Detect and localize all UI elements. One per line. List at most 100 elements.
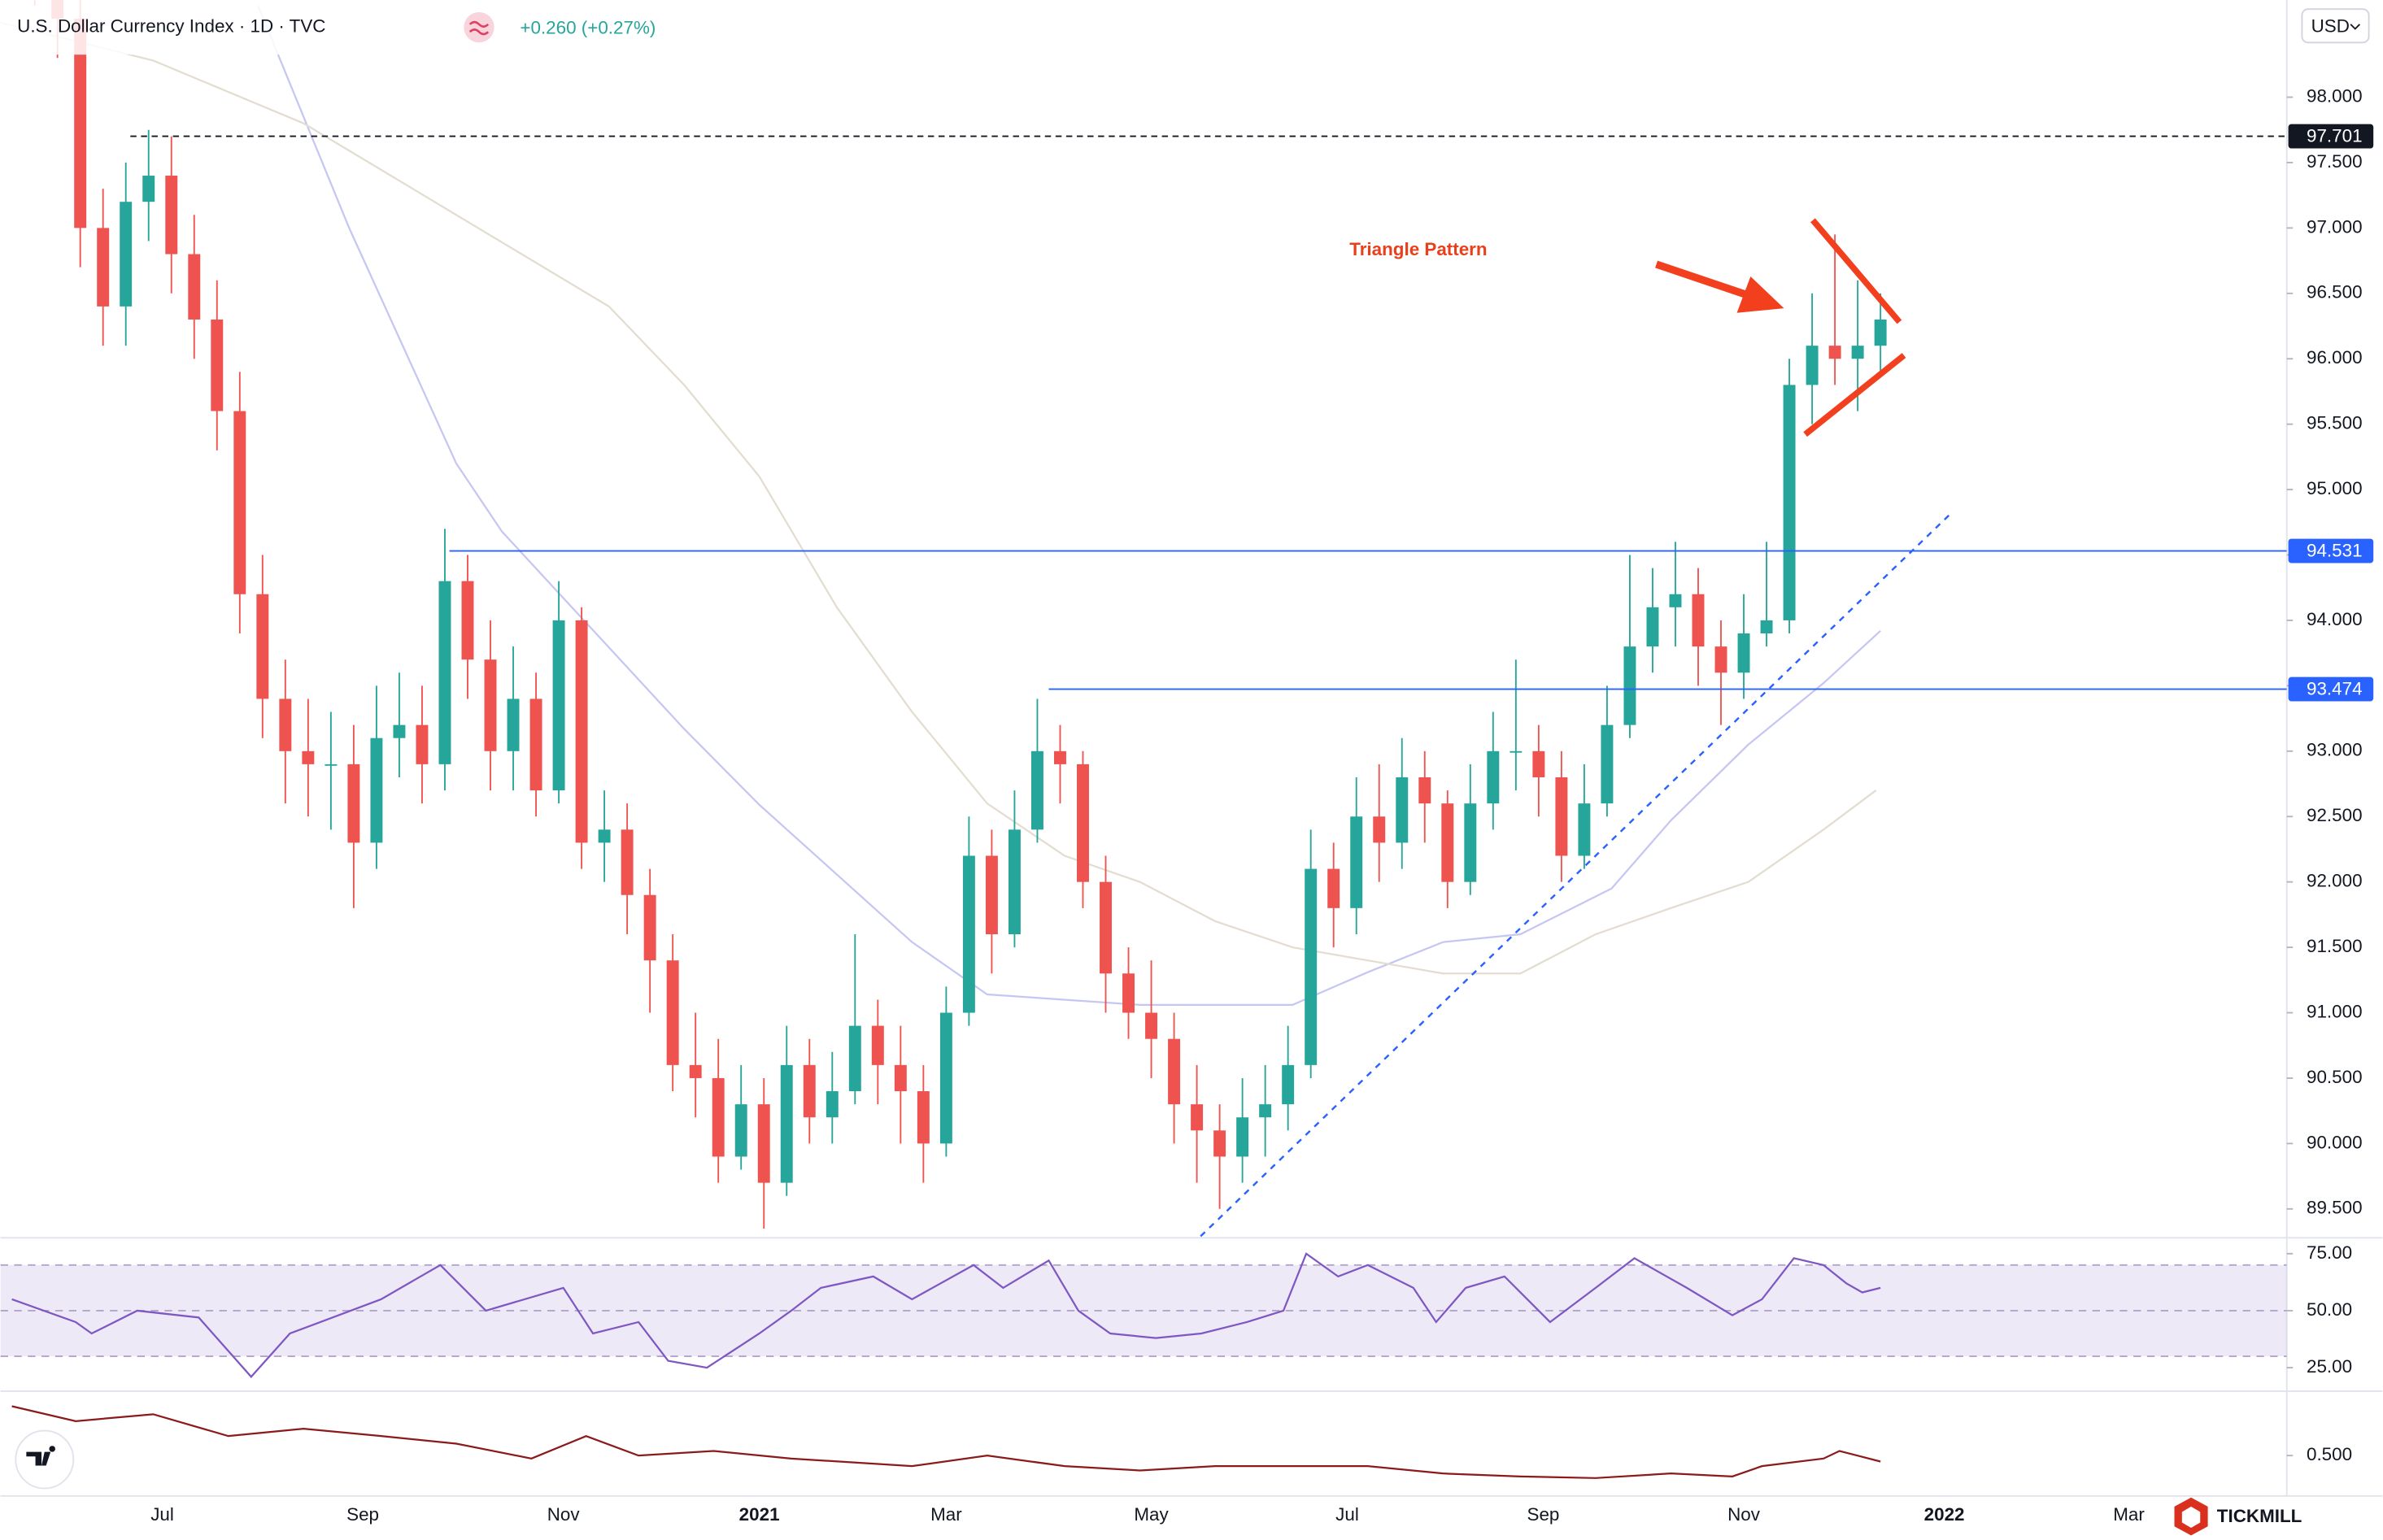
line-series [11,1405,1881,1479]
candle-body [142,176,155,202]
candle-body [1373,816,1386,843]
candle-body [393,724,406,738]
candle-body [575,620,588,843]
candle-body [1851,346,1864,359]
currency-caret [2350,24,2361,30]
x-tick-label: Mar [2113,1504,2145,1525]
candle-body [1191,1104,1204,1131]
y-tick-label: 95.000 [2307,478,2363,498]
candle-body [1737,633,1750,673]
y-tick-label: 91.500 [2307,936,2363,956]
currency-button[interactable] [2301,8,2370,44]
arrow-shaft [1655,260,1752,300]
y-tick-label: 97.500 [2307,151,2363,172]
line-series [0,21,1877,975]
candle-body [894,1064,907,1092]
candle-body [74,19,87,228]
candle-body [1578,803,1591,856]
y-tick-label: 90.000 [2307,1132,2363,1152]
triangle-line [1810,218,1902,324]
candle-body [1327,868,1340,908]
candle-body [985,855,998,935]
candle-body [1806,346,1819,385]
annotation: Triangle Pattern [1349,239,1487,259]
price-tag [2288,676,2374,702]
candle-body [1464,803,1477,882]
candle-body [1282,1064,1295,1105]
y-tick-label: 95.500 [2307,413,2363,433]
candle-body [1030,750,1043,830]
x-tick-label: Sep [1527,1504,1560,1525]
candle-body [1510,750,1523,753]
candle-body [552,620,565,791]
candle-body [120,202,133,307]
candle-body [1623,646,1636,725]
candle-body [848,1025,861,1092]
candle-body [1236,1117,1249,1157]
candle-body [325,763,338,766]
candle-body [1555,777,1568,856]
candle-body [1350,816,1363,908]
tv-logo-glyph [26,1446,55,1466]
candle-body [529,698,542,791]
x-tick-label: 2021 [739,1504,780,1525]
candle-body [416,724,429,764]
candle-body [803,1064,816,1118]
candle-body [438,581,451,764]
price-tag-label: 93.474 [2307,678,2363,698]
y-tick-label: 92.500 [2307,805,2363,825]
candle-body [507,698,520,751]
trend-line [1200,511,1954,1238]
candle-body [939,1012,952,1144]
x-tick-label: Jul [150,1504,174,1525]
candle-body [917,1091,930,1144]
candle-body [97,228,110,307]
candle-body [621,829,634,895]
watermark: TICKMILL [2217,1506,2302,1526]
candle-body [1054,750,1066,764]
candle-body [484,659,497,751]
indicator-icon-glyph [468,20,490,36]
y-tick-label: 96.500 [2307,282,2363,302]
x-tick-label: Nov [1727,1504,1761,1525]
y-tick-label: 75.00 [2307,1242,2352,1263]
candle-body [712,1077,725,1157]
rsi-pane [0,1252,2287,1378]
x-tick-label: Mar [930,1504,962,1525]
candle-body [1783,385,1796,620]
candle-body [1305,868,1318,1065]
candle-body [1213,1130,1226,1157]
candle-body [1828,346,1841,359]
candle-body [1145,1012,1158,1039]
y-tick-label: 90.500 [2307,1067,2363,1087]
price-tag [2288,538,2374,563]
candle-body [757,1104,770,1183]
y-tick-label: 93.000 [2307,740,2363,760]
candle-body [233,411,246,594]
candle-body [689,1064,702,1078]
candle-body [188,254,201,320]
candle-body [1532,750,1545,777]
candle-body [461,581,474,660]
y-tick-label: 96.000 [2307,347,2363,368]
candle-body [256,594,269,699]
candle-body [302,750,315,764]
candle-body [734,1104,747,1157]
candle-body [347,763,360,843]
axes: 89.500 90.000 90.500 91.000 91.500 92.000 92.5… [150,85,2374,1525]
candle-body [370,737,383,843]
indicator-icon[interactable] [464,11,494,43]
candle-body [871,1025,884,1065]
candle-body [1259,1104,1272,1118]
x-tick-label: 2022 [1924,1504,1965,1525]
candle-body [1646,607,1659,647]
candle-body [1396,777,1409,843]
candle-body [962,855,975,1013]
currency-label: USD [2311,16,2350,37]
candle-body [1168,1038,1181,1105]
candle-body [279,698,292,751]
x-tick-label: Jul [1335,1504,1359,1525]
x-tick-label: Sep [346,1504,379,1525]
candle-body [1487,750,1500,804]
